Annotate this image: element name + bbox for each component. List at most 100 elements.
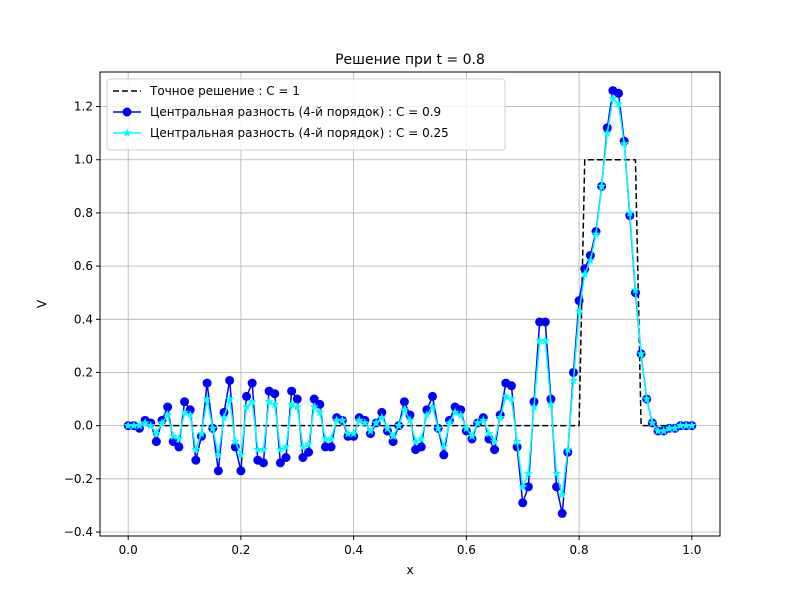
- y-tick-label: −0.4: [64, 525, 93, 539]
- data-point: [151, 437, 161, 447]
- data-point: [258, 458, 268, 468]
- data-point: [546, 399, 556, 409]
- data-point: [382, 426, 392, 436]
- data-point: [614, 88, 624, 98]
- data-point: [377, 412, 387, 422]
- data-point: [529, 402, 539, 411]
- data-point: [523, 468, 533, 478]
- y-axis-label: V: [35, 299, 49, 308]
- y-tick-label: 0.4: [74, 312, 93, 326]
- data-point: [681, 420, 691, 430]
- data-point: [292, 402, 302, 411]
- data-point: [630, 285, 641, 294]
- data-point: [422, 410, 432, 419]
- data-point: [473, 418, 483, 427]
- data-point: [642, 394, 652, 403]
- data-point: [535, 335, 545, 345]
- axis-ticks: 0.0 0.2 0.4 0.6 0.8 1.0 −0.4 −0.2 0.0 0.2 0.4 0.6 0.…: [64, 100, 702, 557]
- data-point: [343, 428, 353, 438]
- data-point: [450, 407, 460, 417]
- series-2: [123, 93, 697, 499]
- data-point: [208, 423, 218, 433]
- data-point: [444, 418, 455, 427]
- data-point: [551, 468, 562, 478]
- data-point: [484, 428, 494, 438]
- legend-marker-1: [122, 107, 132, 117]
- data-point: [428, 391, 438, 401]
- data-point: [264, 396, 274, 406]
- data-point: [219, 412, 229, 422]
- data-point: [163, 410, 173, 419]
- data-point: [411, 436, 421, 446]
- data-point: [580, 264, 590, 274]
- y-tick-label: 0.2: [74, 365, 93, 379]
- legend-label-0: Точное решение : C = 1: [149, 84, 300, 98]
- x-tick-label: 0.0: [119, 543, 138, 557]
- x-tick-label: 0.4: [344, 543, 363, 557]
- x-tick-label: 0.6: [457, 543, 476, 557]
- data-point: [270, 399, 280, 409]
- data-point: [675, 420, 686, 430]
- data-point: [388, 431, 398, 441]
- data-point: [563, 444, 573, 454]
- data-point: [399, 404, 409, 414]
- data-point: [495, 412, 505, 422]
- data-point: [225, 394, 235, 403]
- data-point: [608, 93, 618, 103]
- data-point: [653, 426, 663, 435]
- chart-title: Решение при t = 0.8: [335, 52, 485, 68]
- data-point: [292, 394, 302, 404]
- data-point: [647, 418, 657, 427]
- data-point: [270, 389, 280, 399]
- data-point: [360, 418, 370, 427]
- data-point: [439, 450, 449, 460]
- data-point: [134, 420, 145, 430]
- data-point: [287, 399, 297, 409]
- data-point: [174, 442, 184, 452]
- data-point: [298, 453, 308, 463]
- data-point: [326, 442, 336, 452]
- data-point: [287, 386, 297, 396]
- data-point: [253, 444, 263, 454]
- legend-box: [106, 78, 506, 151]
- x-axis-label: x: [406, 563, 413, 577]
- y-tick-label: 1.2: [74, 100, 93, 114]
- data-point: [461, 423, 471, 433]
- data-point: [540, 317, 550, 327]
- data-point: [687, 420, 697, 430]
- data-point: [337, 415, 347, 425]
- data-point: [241, 402, 252, 411]
- data-point: [461, 426, 471, 436]
- data-point: [185, 405, 195, 415]
- data-point: [236, 450, 246, 459]
- data-point: [304, 447, 314, 457]
- data-point: [399, 397, 409, 407]
- data-point: [557, 508, 567, 518]
- data-point: [388, 437, 398, 447]
- data-point: [247, 396, 257, 406]
- data-point: [467, 434, 477, 444]
- data-point: [506, 381, 516, 391]
- x-tick-label: 0.8: [570, 543, 589, 557]
- data-point: [366, 429, 376, 439]
- data-point: [377, 407, 387, 417]
- x-tick-label: 1.0: [682, 543, 701, 557]
- data-point: [258, 444, 269, 454]
- y-tick-label: 0.6: [74, 259, 93, 273]
- data-point: [191, 455, 201, 465]
- data-point: [202, 378, 212, 388]
- data-point: [489, 436, 500, 446]
- data-point: [523, 482, 533, 492]
- data-point: [129, 420, 139, 430]
- data-point: [236, 466, 246, 476]
- data-point: [320, 434, 331, 443]
- data-point: [354, 415, 364, 425]
- legend-marker-2: [122, 128, 132, 137]
- data-point: [394, 420, 404, 430]
- data-point: [602, 128, 612, 138]
- data-point: [242, 391, 252, 401]
- data-point: [478, 415, 488, 425]
- data-point: [597, 181, 607, 191]
- data-point: [157, 418, 167, 427]
- data-point: [512, 436, 522, 446]
